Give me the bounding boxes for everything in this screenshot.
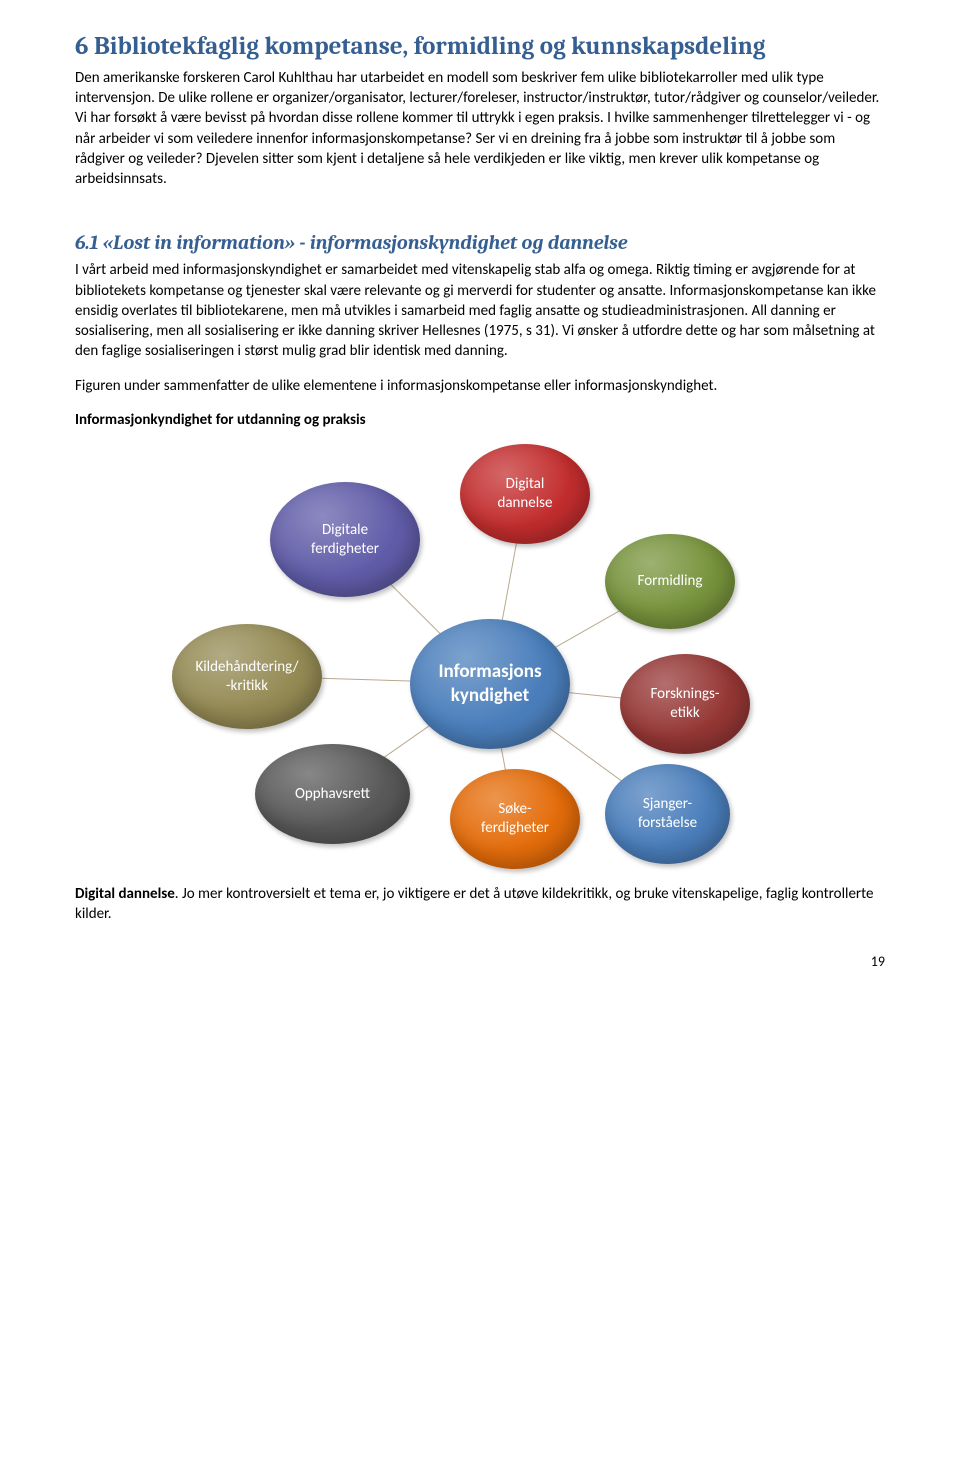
- bubble-node: Digitaleferdigheter: [270, 482, 420, 597]
- heading-1: 6 Bibliotekfaglig kompetanse, formidling…: [75, 30, 885, 64]
- bubble-node: Opphavsrett: [255, 744, 410, 844]
- bubble-node: Forsknings-etikk: [620, 654, 750, 754]
- page-number: 19: [75, 953, 885, 972]
- paragraph-5: Digital dannelse. Jo mer kontroversielt …: [75, 884, 885, 925]
- bubble-node: Søke-ferdigheter: [450, 769, 580, 869]
- diagram-title: Informasjonkyndighet for utdanning og pr…: [75, 410, 885, 430]
- paragraph-1: Den amerikanske forskeren Carol Kuhlthau…: [75, 68, 885, 190]
- bubble-node: Informasjonskyndighet: [410, 619, 570, 749]
- bubble-node: Formidling: [605, 534, 735, 629]
- paragraph-5-bold: Digital dannelse: [75, 885, 175, 903]
- paragraph-2: I vårt arbeid med informasjonskyndighet …: [75, 260, 885, 361]
- bubble-node: Sjanger-forståelse: [605, 764, 730, 864]
- paragraph-5-rest: . Jo mer kontroversielt et tema er, jo v…: [75, 885, 873, 923]
- paragraph-3: Figuren under sammenfatter de ulike elem…: [75, 376, 885, 396]
- heading-2: 6.1 «Lost in information» - informasjons…: [75, 229, 885, 256]
- diagram-container: Digitaleferdigheter DigitaldannelseFormid…: [75, 444, 885, 874]
- bubble-diagram: Digitaleferdigheter DigitaldannelseFormid…: [160, 444, 800, 874]
- bubble-node: Kildehåndtering/-kritikk: [172, 624, 322, 729]
- bubble-node: Digitaldannelse: [460, 444, 590, 544]
